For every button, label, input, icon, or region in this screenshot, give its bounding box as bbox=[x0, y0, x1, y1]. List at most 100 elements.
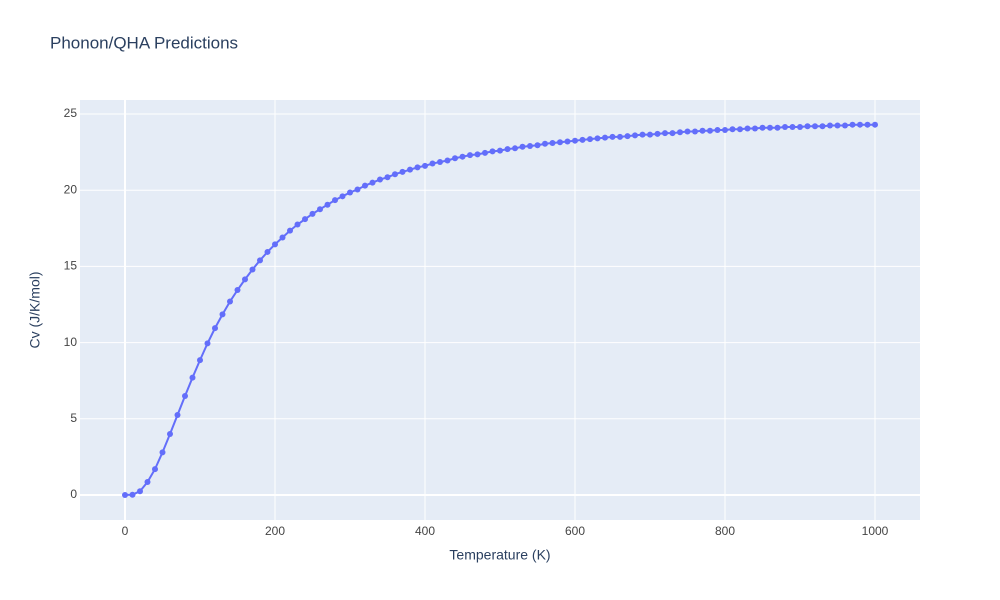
data-point bbox=[752, 125, 758, 132]
data-point bbox=[519, 143, 526, 150]
data-point bbox=[534, 142, 541, 149]
data-point bbox=[384, 174, 391, 181]
data-point bbox=[504, 146, 511, 153]
data-point bbox=[579, 136, 586, 143]
data-point bbox=[632, 132, 638, 139]
data-point bbox=[722, 127, 728, 134]
data-point bbox=[482, 149, 488, 156]
x-tick-label: 1000 bbox=[862, 524, 889, 538]
data-point bbox=[332, 197, 338, 204]
data-point bbox=[369, 179, 376, 186]
data-point bbox=[572, 137, 578, 144]
x-axis-label: Temperature (K) bbox=[449, 547, 550, 563]
data-point bbox=[617, 133, 623, 140]
data-point bbox=[549, 139, 556, 146]
data-point bbox=[399, 168, 406, 175]
data-point bbox=[287, 227, 293, 234]
data-point bbox=[339, 193, 346, 200]
data-point bbox=[684, 128, 691, 135]
data-point bbox=[212, 325, 218, 332]
data-point bbox=[857, 121, 863, 128]
data-point bbox=[452, 155, 458, 162]
data-point bbox=[594, 135, 601, 142]
data-point bbox=[429, 160, 436, 167]
y-axis-label: Cv (J/K/mol) bbox=[27, 272, 43, 349]
data-point bbox=[234, 287, 241, 294]
data-point bbox=[129, 491, 136, 498]
data-point bbox=[827, 122, 833, 129]
data-point bbox=[474, 151, 481, 158]
data-point bbox=[489, 148, 496, 155]
data-point bbox=[362, 182, 368, 189]
x-tick-label: 800 bbox=[715, 524, 735, 538]
data-point bbox=[407, 166, 413, 173]
data-point bbox=[257, 257, 263, 264]
data-point bbox=[812, 123, 818, 130]
data-point bbox=[422, 162, 428, 169]
data-point bbox=[324, 201, 331, 208]
data-point bbox=[467, 152, 473, 159]
data-point bbox=[512, 145, 518, 152]
data-point bbox=[354, 186, 361, 193]
data-point bbox=[744, 125, 751, 132]
data-point bbox=[294, 221, 301, 228]
x-tick-label: 400 bbox=[415, 524, 435, 538]
data-point bbox=[527, 143, 533, 150]
data-point bbox=[144, 479, 151, 486]
data-point bbox=[444, 157, 451, 164]
data-point bbox=[189, 374, 196, 381]
x-tick-label: 600 bbox=[565, 524, 585, 538]
data-point bbox=[737, 126, 743, 133]
data-point bbox=[692, 128, 698, 135]
data-point bbox=[834, 122, 841, 129]
data-point bbox=[182, 392, 188, 399]
y-tick-label: 5 bbox=[70, 411, 77, 425]
data-point bbox=[497, 147, 503, 154]
y-tick-label: 20 bbox=[64, 182, 78, 196]
data-point bbox=[137, 488, 143, 495]
data-point bbox=[767, 124, 773, 131]
data-point bbox=[197, 357, 203, 364]
data-point bbox=[669, 130, 676, 137]
data-point bbox=[459, 153, 466, 160]
data-point bbox=[122, 492, 128, 499]
data-point bbox=[782, 123, 788, 130]
data-point bbox=[242, 276, 248, 283]
y-tick-label: 25 bbox=[64, 106, 78, 120]
data-point bbox=[227, 298, 233, 305]
data-point bbox=[347, 189, 353, 196]
data-point bbox=[624, 133, 631, 140]
x-tick-label: 0 bbox=[122, 524, 129, 538]
data-point bbox=[159, 449, 166, 456]
data-point bbox=[789, 123, 796, 130]
data-point bbox=[317, 206, 323, 213]
data-point bbox=[842, 122, 848, 129]
data-point bbox=[639, 131, 646, 138]
data-point bbox=[602, 134, 608, 141]
data-point bbox=[167, 431, 173, 438]
data-point bbox=[219, 311, 226, 318]
data-point bbox=[774, 124, 781, 131]
data-point bbox=[279, 234, 286, 241]
data-point bbox=[174, 412, 181, 418]
data-point bbox=[272, 241, 278, 248]
data-point bbox=[377, 176, 383, 183]
data-point bbox=[414, 164, 421, 171]
chart-title: Phonon/QHA Predictions bbox=[50, 33, 238, 52]
data-point bbox=[392, 171, 398, 178]
data-point bbox=[437, 159, 443, 166]
data-point bbox=[654, 130, 661, 137]
data-point bbox=[872, 121, 878, 128]
data-point bbox=[864, 121, 871, 128]
data-point bbox=[647, 131, 653, 138]
data-point bbox=[302, 216, 308, 223]
data-point bbox=[662, 130, 668, 137]
data-point bbox=[204, 340, 211, 347]
y-tick-label: 15 bbox=[64, 259, 78, 273]
data-point bbox=[707, 127, 713, 134]
data-point bbox=[587, 136, 593, 143]
data-point bbox=[804, 123, 811, 130]
plot-area bbox=[80, 100, 920, 520]
data-point bbox=[677, 129, 683, 136]
